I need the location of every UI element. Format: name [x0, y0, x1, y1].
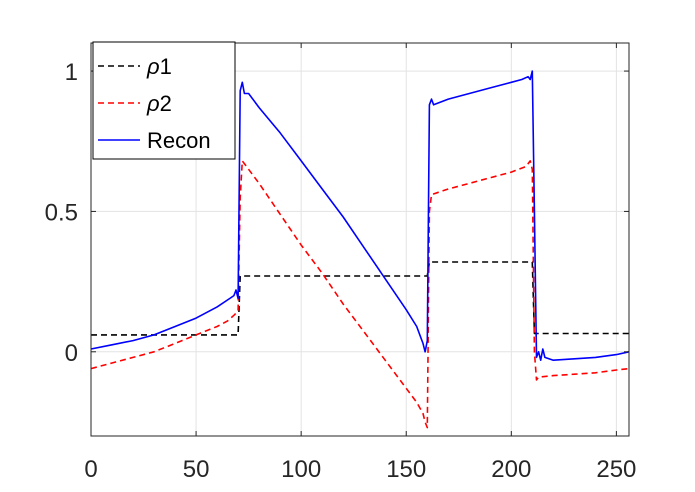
x-tick-label: 200 — [491, 456, 531, 483]
series-line-2 — [90, 70, 630, 362]
y-tick-label: 0 — [65, 340, 78, 367]
legend: ρ1 ρ2 Recon — [92, 41, 236, 160]
series-lines — [90, 70, 630, 429]
series-line-0 — [91, 261, 629, 336]
series-line-1 — [90, 160, 630, 429]
x-tick-label: 0 — [84, 456, 97, 483]
legend-label: Recon — [147, 128, 211, 153]
x-tick-label: 100 — [281, 456, 321, 483]
x-tick-label: 50 — [183, 456, 210, 483]
y-tick-label: 0.5 — [45, 199, 78, 226]
plot-frame — [90, 42, 630, 437]
x-tick-label: 250 — [596, 456, 636, 483]
axis-ticks: 0 50 100 150 200 250 0 0.5 1 — [45, 43, 636, 483]
y-tick-label: 1 — [65, 59, 78, 86]
legend-label: ρ2 — [146, 91, 172, 116]
legend-label: ρ1 — [146, 54, 172, 79]
x-tick-label: 150 — [386, 456, 426, 483]
